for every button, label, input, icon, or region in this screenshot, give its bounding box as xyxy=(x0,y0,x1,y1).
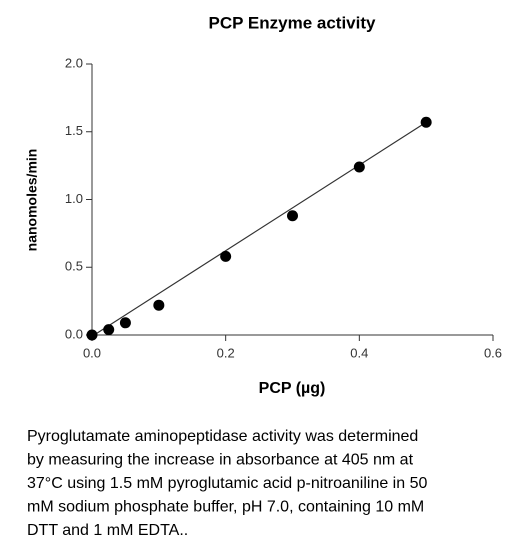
data-point xyxy=(153,299,165,311)
x-tick-label: 0.4 xyxy=(350,345,368,360)
x-axis-label: PCP (µg) xyxy=(259,380,326,397)
caption-line: 37°C using 1.5 mM pyroglutamic acid p-ni… xyxy=(27,475,427,492)
chart-title: PCP Enzyme activity xyxy=(209,13,376,32)
x-tick-label: 0.2 xyxy=(217,345,235,360)
data-point xyxy=(420,116,432,128)
x-tick-label: 0.0 xyxy=(83,345,101,360)
data-point xyxy=(86,329,98,341)
data-point xyxy=(119,317,131,329)
caption-line: DTT and 1 mM EDTA.. xyxy=(27,522,188,539)
data-point xyxy=(220,250,232,262)
y-axis-label: nanomoles/min xyxy=(24,149,40,252)
y-tick-label: 0.5 xyxy=(65,259,83,274)
data-point xyxy=(103,324,115,336)
data-point xyxy=(353,161,365,173)
data-point xyxy=(287,210,298,222)
caption-line: mM sodium phosphate buffer, pH 7.0, cont… xyxy=(27,499,424,516)
caption-line: by measuring the increase in absorbance … xyxy=(27,452,414,469)
trend-line xyxy=(91,121,427,337)
caption-line: Pyroglutamate aminopeptidase activity wa… xyxy=(27,428,418,445)
y-tick-label: 0.0 xyxy=(65,326,83,341)
x-tick-label: 0.6 xyxy=(484,345,502,360)
y-tick-label: 1.0 xyxy=(65,191,83,206)
y-tick-label: 2.0 xyxy=(65,55,83,70)
y-tick-label: 1.5 xyxy=(65,123,83,138)
